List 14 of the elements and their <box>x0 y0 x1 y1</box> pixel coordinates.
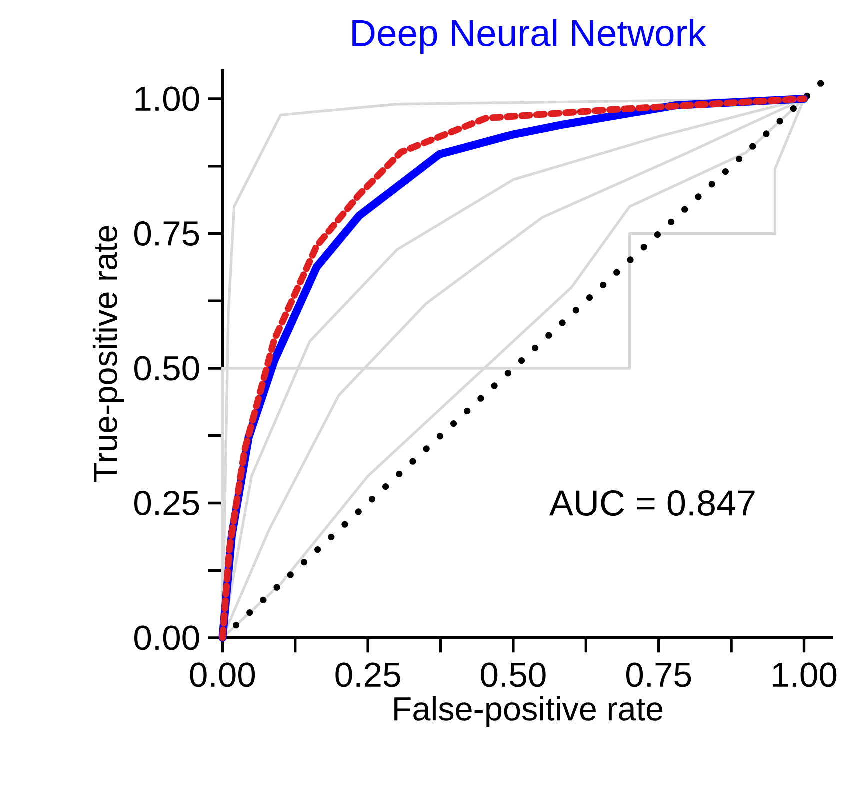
x-tick-label: 1.00 <box>773 662 837 688</box>
x-tick-label: 0.25 <box>336 662 400 688</box>
y-tick-label: 0.50 <box>134 356 200 381</box>
x-tick-label: 0.75 <box>626 662 692 688</box>
x-axis-title: False-positive rate <box>394 696 663 728</box>
y-axis-title: True-positive rate <box>92 226 124 482</box>
y-tick-label: 0.25 <box>134 490 200 516</box>
x-tick-label: 0.50 <box>481 662 546 688</box>
y-tick-label: 1.00 <box>136 86 200 112</box>
annotation: AUC = 0.847 <box>550 490 755 516</box>
chart-title: Deep Neural Network <box>352 19 706 54</box>
y-tick-label: 0.00 <box>134 626 200 650</box>
x-tick-label: 0.00 <box>190 662 256 688</box>
y-tick-label: 0.75 <box>134 221 200 246</box>
